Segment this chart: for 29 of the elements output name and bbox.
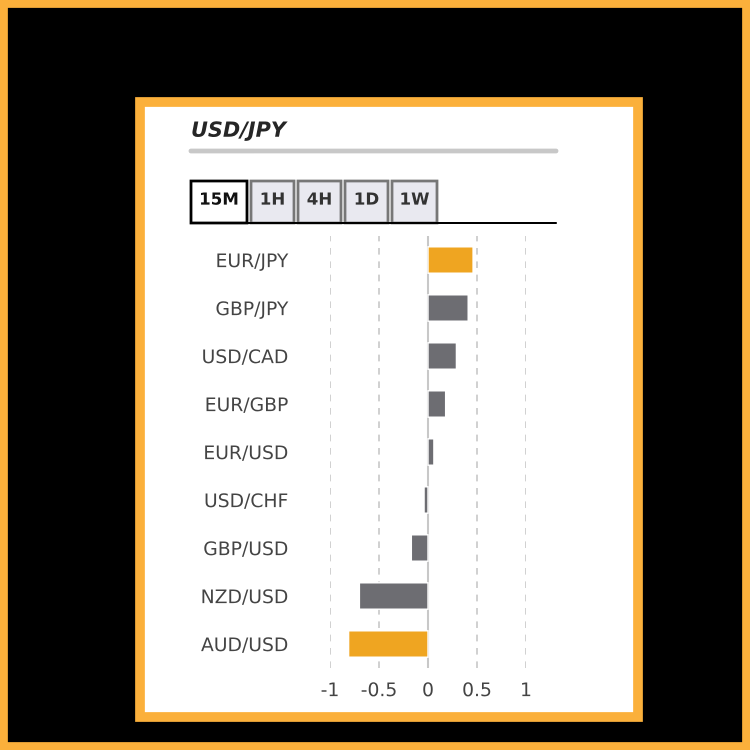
- y-tick-label: GBP/JPY: [216, 301, 288, 319]
- bar: [348, 630, 429, 658]
- x-tick-label: 0.5: [463, 682, 490, 696]
- text: 4H: [307, 192, 331, 205]
- y-tick-label: USD/CAD: [203, 349, 288, 365]
- bar: [427, 246, 474, 274]
- x-tick-label: -1: [322, 682, 338, 696]
- bar: [410, 534, 429, 562]
- bar: [427, 390, 446, 418]
- bar: [427, 294, 469, 322]
- text: 1H: [262, 192, 284, 205]
- y-tick-label: NZD/USD: [202, 589, 288, 605]
- x-tick-label: -0.5: [362, 682, 396, 696]
- y-tick-label: EUR/USD: [205, 445, 288, 461]
- bar: [427, 342, 458, 370]
- y-tick-label: USD/CHF: [206, 493, 288, 509]
- text: 15M: [200, 192, 238, 205]
- x-tick-label: 0: [423, 682, 433, 696]
- bar: [423, 486, 429, 514]
- text: 1W: [401, 192, 429, 205]
- chart-title: USD/JPY: [192, 121, 288, 141]
- y-tick-label: AUD/USD: [201, 637, 288, 653]
- y-tick-label: EUR/JPY: [217, 253, 288, 271]
- bar: [358, 582, 429, 610]
- bar: [427, 438, 435, 466]
- y-tick-label: EUR/GBP: [206, 397, 288, 413]
- x-tick-label: 1: [522, 682, 530, 696]
- text: 1D: [356, 192, 378, 205]
- y-tick-label: GBP/USD: [204, 541, 288, 557]
